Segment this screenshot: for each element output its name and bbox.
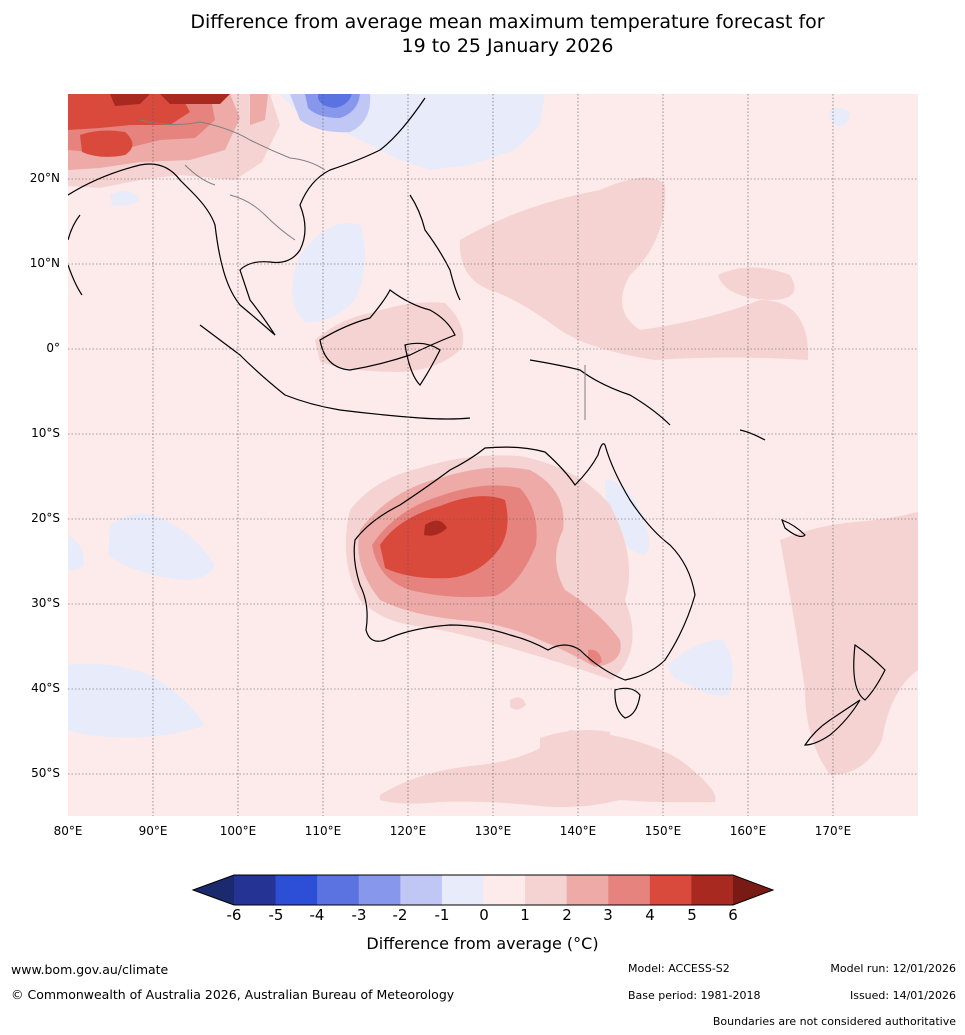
- lon-label-160e: 160°E: [729, 824, 767, 838]
- issued-date: Issued: 14/01/2026: [849, 989, 956, 1002]
- coastline-borneo: [319, 289, 456, 371]
- coastline-solomon-islands: [739, 429, 766, 441]
- colorbar-segment: [234, 875, 277, 905]
- colorbar-segments: [234, 875, 734, 905]
- colorbar-segment: [317, 875, 360, 905]
- coastline-srilanka: [68, 264, 83, 296]
- colorbar-label: 2: [562, 906, 572, 924]
- lat-label-10s: 10°S: [31, 426, 60, 440]
- colorbar: [191, 874, 775, 906]
- warm-anomaly-areas-4-5: [68, 94, 508, 579]
- colorbar-label: 4: [645, 906, 655, 924]
- boundaries-disclaimer: Boundaries are not considered authoritat…: [712, 1015, 956, 1028]
- coastline-australia: [353, 443, 696, 681]
- lat-label-20n: 20°N: [29, 171, 60, 185]
- lon-label-90e: 90°E: [138, 824, 168, 838]
- colorbar-segment: [566, 875, 609, 905]
- colorbar-over-arrow: [733, 875, 773, 905]
- lat-label-10n: 10°N: [29, 256, 60, 270]
- colorbar-label: -1: [434, 906, 450, 924]
- model-name: Model: ACCESS-S2: [628, 962, 730, 975]
- lon-label-150e: 150°E: [644, 824, 682, 838]
- colorbar-label: -6: [226, 906, 242, 924]
- coastline-new-guinea: [529, 359, 671, 426]
- colorbar-label: -4: [309, 906, 325, 924]
- model-run-date: Model run: 12/01/2026: [830, 962, 956, 975]
- colorbar-segment: [608, 875, 651, 905]
- map-title: Difference from average mean maximum tem…: [0, 10, 965, 58]
- cool-anomaly-areas: [68, 94, 850, 738]
- map-panel: [68, 94, 918, 816]
- colorbar-label: -3: [351, 906, 367, 924]
- cold-anomaly-core: [290, 94, 371, 133]
- colorbar-segment: [358, 875, 401, 905]
- colorbar-label: 6: [728, 906, 738, 924]
- base-period: Base period: 1981-2018: [628, 989, 761, 1002]
- lon-label-140e: 140°E: [559, 824, 597, 838]
- country-borders: [139, 119, 586, 420]
- colorbar-label: 0: [479, 906, 489, 924]
- colorbar-title: Difference from average (°C): [366, 934, 599, 953]
- colorbar-label: 5: [687, 906, 697, 924]
- coastline-india-east: [68, 214, 81, 241]
- colorbar-under-arrow: [193, 875, 234, 905]
- colorbar-segment: [483, 875, 526, 905]
- coastline-sumatra-java: [199, 324, 471, 420]
- lat-label-30s: 30°S: [31, 596, 60, 610]
- lon-label-120e: 120°E: [389, 824, 427, 838]
- coastline-nz-south: [803, 699, 861, 746]
- coastline-nz-north: [853, 643, 886, 701]
- lon-label-80e: 80°E: [53, 824, 83, 838]
- title-line-2: 19 to 25 January 2026: [401, 35, 614, 57]
- colorbar-label: 3: [603, 906, 613, 924]
- graticule: [68, 94, 918, 816]
- website-link[interactable]: www.bom.gov.au/climate: [11, 962, 169, 977]
- colorbar-label: 1: [520, 906, 530, 924]
- coastline-china-vietnam: [239, 97, 426, 336]
- lat-label-40s: 40°S: [31, 681, 60, 695]
- coastline-new-caledonia: [780, 518, 806, 538]
- lat-label-50s: 50°S: [31, 766, 60, 780]
- colorbar-segment: [400, 875, 443, 905]
- colorbar-label: -2: [392, 906, 408, 924]
- colorbar-label: -5: [268, 906, 284, 924]
- colorbar-segment: [275, 875, 318, 905]
- colorbar-segment: [525, 875, 568, 905]
- colorbar-segment: [691, 875, 734, 905]
- coastline-philippines: [409, 194, 461, 301]
- lon-label-100e: 100°E: [219, 824, 257, 838]
- coastline-sulawesi: [404, 342, 441, 386]
- title-line-1: Difference from average mean maximum tem…: [190, 11, 825, 33]
- coastline-tasmania: [614, 687, 641, 719]
- lon-label-130e: 130°E: [474, 824, 512, 838]
- colorbar-segment: [649, 875, 692, 905]
- lat-label-0: 0°: [46, 341, 60, 355]
- colorbar-segment: [441, 875, 484, 905]
- lat-label-20s: 20°S: [31, 511, 60, 525]
- warm-anomaly-areas-5-6: [110, 94, 447, 536]
- lon-label-170e: 170°E: [814, 824, 852, 838]
- coastline-indochina-west: [68, 163, 276, 336]
- copyright-text: © Commonwealth of Australia 2026, Austra…: [11, 987, 455, 1002]
- lon-label-110e: 110°E: [304, 824, 342, 838]
- coastlines: [68, 97, 886, 746]
